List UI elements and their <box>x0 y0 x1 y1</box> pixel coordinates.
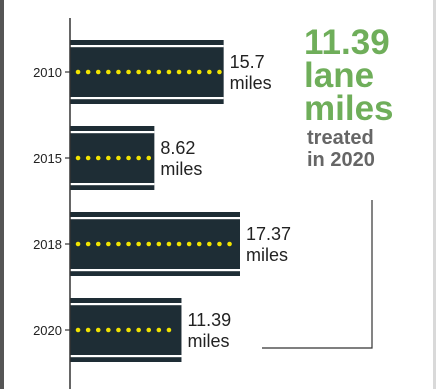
unit-label-2018: miles <box>246 245 288 265</box>
unit-label-2020: miles <box>187 331 229 351</box>
bar-2015 <box>70 126 155 190</box>
callout-lane: lane <box>304 56 375 95</box>
callout-value: 11.39 <box>304 23 390 62</box>
bar-bottom-edge-line-2018 <box>70 269 240 272</box>
callout: 11.39 lane miles treated in 2020 <box>304 23 434 171</box>
y-tick-label-2020: 2020 <box>33 323 62 338</box>
bar-top-edge-line-2015 <box>70 131 155 134</box>
frame-right-border <box>433 0 436 389</box>
value-label-2010: 15.7 <box>230 52 265 72</box>
bar-top-edge-line-2020 <box>70 303 182 306</box>
value-label-2018: 17.37 <box>246 224 291 244</box>
value-label-2015: 8.62 <box>160 138 195 158</box>
bar-2018 <box>70 212 240 276</box>
bar-bottom-edge-line-2015 <box>70 183 155 186</box>
y-tick-label-2015: 2015 <box>33 151 62 166</box>
unit-label-2015: miles <box>160 159 202 179</box>
bar-bottom-edge-line-2020 <box>70 355 182 358</box>
callout-connector-line <box>262 200 373 349</box>
bar-top-edge-line-2010 <box>70 45 224 48</box>
frame-left-border <box>0 0 4 389</box>
value-label-2020: 11.39 <box>187 310 231 330</box>
callout-year: in 2020 <box>307 149 375 171</box>
unit-label-2010: miles <box>230 73 272 93</box>
y-tick-label-2010: 2010 <box>33 65 62 80</box>
callout-miles: miles <box>304 89 394 128</box>
bar-bottom-edge-line-2010 <box>70 97 224 100</box>
callout-treated: treated <box>307 127 374 149</box>
bar-top-edge-line-2018 <box>70 217 240 220</box>
y-tick-label-2018: 2018 <box>33 237 62 252</box>
